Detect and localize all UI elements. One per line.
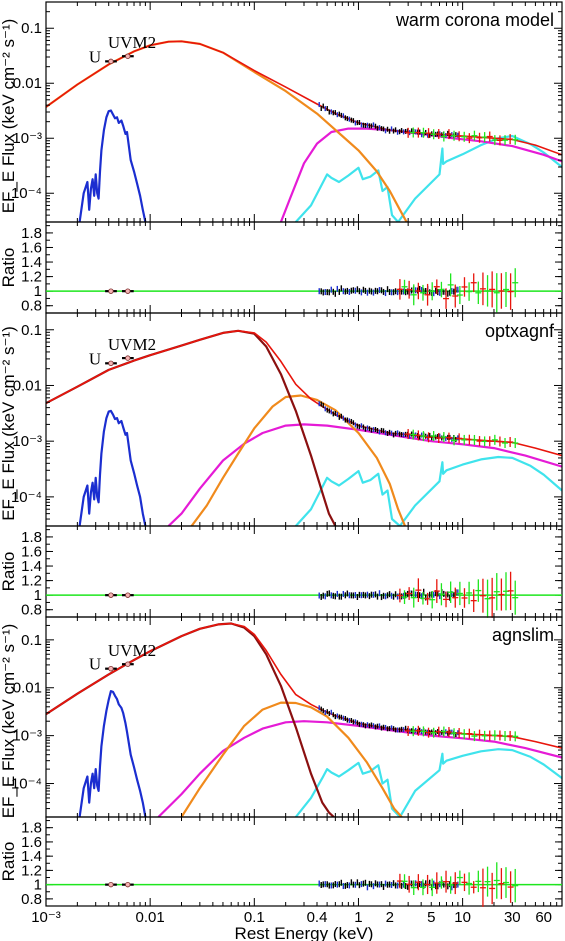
panel-title: warm corona model (395, 10, 554, 30)
hard-compton-model-line (167, 423, 562, 526)
x-tick-label: 30 (504, 909, 521, 926)
uv-ratio-marker (108, 881, 114, 888)
y-tick-label: 10⁻⁴ (11, 185, 42, 202)
ratio-tick-label: 0.8 (21, 298, 42, 315)
y-tick-label: 0.1 (21, 632, 42, 649)
ratio-tick-label: 1 (34, 587, 42, 604)
x-tick-label: 10 (454, 909, 471, 926)
ratio-tick-label: 1.2 (21, 862, 42, 879)
host-model-line (78, 690, 147, 817)
u-filter-label: U (89, 47, 101, 66)
ratio-panel-frame (45, 816, 563, 907)
ratio-tick-label: 1.4 (21, 254, 42, 271)
soft-compton-model-line (46, 40, 408, 222)
ratio-axis-title: Ratio (0, 248, 18, 288)
flux-axis-title: EF_E Flux (keV cm⁻² s⁻¹) (0, 624, 18, 819)
ratio-panel-frame (45, 525, 563, 618)
uv-ratio-marker (108, 592, 114, 598)
ratio-tick-label: 1.4 (21, 848, 42, 865)
y-tick-label: 0.1 (21, 20, 42, 37)
flux-axis-title: EF_E Flux (keV cm⁻² s⁻¹) (0, 326, 18, 521)
uv-data-marker (125, 355, 131, 361)
uvm2-filter-label: UVM2 (108, 641, 156, 660)
y-tick-label: 0.01 (13, 377, 42, 394)
ratio-axis-title: Ratio (0, 552, 18, 592)
ratio-tick-label: 1.2 (21, 573, 42, 590)
y-tick-label: 10⁻⁴ (11, 776, 42, 793)
ratio-tick-label: 1.6 (21, 239, 42, 256)
x-axis-title: Rest Energy (keV) (235, 924, 374, 941)
soft-compton-model-line (190, 394, 407, 526)
ratio-tick-label: 1.6 (21, 543, 42, 560)
x-tick-label: 60 (535, 909, 552, 926)
ratio-tick-label: 1.8 (21, 225, 42, 242)
panel-title: agnslim (492, 625, 554, 645)
x-tick-label: 2 (386, 909, 394, 926)
y-tick-label: 0.01 (13, 680, 42, 697)
y-tick-label: 0.01 (13, 75, 42, 92)
x-tick-label: 0.01 (136, 909, 165, 926)
uv-ratio-marker (125, 881, 131, 888)
ratio-tick-label: 1 (34, 877, 42, 894)
x-tick-label: 0.4 (307, 909, 328, 926)
x-tick-label: 0.1 (244, 909, 265, 926)
flux-panel-0 (46, 40, 562, 222)
host-model-line (78, 109, 147, 222)
x-tick-label: 10⁻³ (31, 909, 61, 926)
soft-compton-model-line (180, 701, 403, 817)
ratio-tick-label: 1.4 (21, 558, 42, 575)
y-tick-label: 10⁻³ (12, 433, 42, 450)
uvm2-filter-label: UVM2 (108, 335, 156, 354)
u-filter-label: U (89, 349, 101, 368)
ratio-tick-label: 1 (34, 283, 42, 300)
uvm2-filter-label: UVM2 (108, 33, 156, 52)
uv-data-marker (125, 661, 131, 667)
x-tick-label: 1 (354, 909, 362, 926)
x-tick-label: 5 (427, 909, 435, 926)
ratio-tick-label: 0.8 (21, 602, 42, 619)
ratio-tick-label: 1.8 (21, 529, 42, 546)
hard-compton-model-line (279, 127, 562, 222)
uv-data-marker (125, 53, 131, 59)
hard-compton-model-line (157, 720, 562, 817)
u-filter-label: U (89, 655, 101, 674)
flux-panel-1 (46, 329, 562, 526)
uv-ratio-marker (125, 592, 131, 598)
uv-data-marker (108, 58, 114, 65)
flux-axis-title: EF_E Flux (keV cm⁻² s⁻¹) (0, 19, 18, 214)
ratio-tick-label: 1.6 (21, 834, 42, 851)
ratio-axis-title: Ratio (0, 842, 18, 882)
uv-ratio-marker (108, 288, 114, 294)
y-tick-label: 10⁻³ (12, 728, 42, 745)
y-tick-label: 10⁻³ (12, 130, 42, 147)
ratio-panel-frame (45, 221, 563, 314)
ratio-tick-label: 0.8 (21, 891, 42, 908)
uv-data-marker (108, 665, 114, 672)
ratio-tick-label: 1.2 (21, 269, 42, 286)
reflection-model-line (294, 748, 562, 817)
uv-ratio-marker (125, 288, 131, 294)
ratio-tick-label: 1.8 (21, 820, 42, 837)
y-tick-label: 0.1 (21, 322, 42, 339)
host-model-line (78, 409, 147, 526)
uv-data-marker (108, 360, 114, 367)
panel-title: optxagnf (485, 321, 555, 341)
y-tick-label: 10⁻⁴ (11, 489, 42, 506)
reflection-model-line (294, 455, 562, 526)
